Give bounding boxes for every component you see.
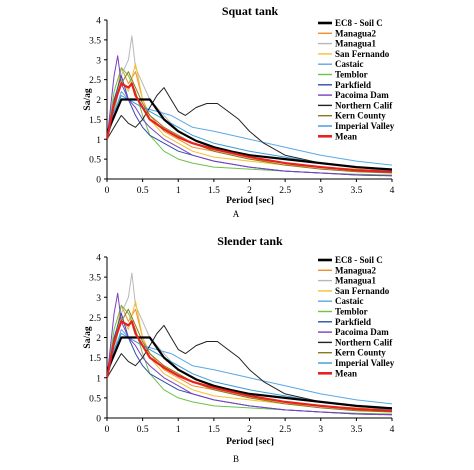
chart-squat-tank: Squat tank 0 0.5 1 1.5 2 2.5 3 3.5 4 0 0.5 1 1.5 2 2.5 3…	[83, 4, 395, 219]
x-tick-label: 0	[105, 186, 110, 196]
legend-label-mean: Mean	[335, 131, 357, 141]
plot-area	[107, 35, 393, 177]
series-line-mean	[107, 320, 393, 412]
legend-label-parkfield: Parkfield	[335, 317, 371, 327]
y-tick-label: 2.5	[89, 76, 101, 86]
y-tick-label: 1.5	[89, 354, 101, 364]
series-line-mean	[107, 82, 393, 173]
series-line-kern-county	[107, 71, 393, 174]
chart-title: Slender tank	[217, 234, 283, 248]
x-tick-label: 1.5	[208, 186, 220, 196]
legend-label-ec8-soil-c: EC8 - Soil C	[335, 18, 383, 28]
legend-label-kern-county: Kern County	[335, 111, 386, 121]
series-line-pacoima-dam	[107, 292, 393, 416]
legend-label-imperial-valley: Imperial Valley	[335, 121, 395, 131]
x-tick-label: 3.5	[350, 425, 362, 435]
x-tick-label: 2.5	[279, 425, 291, 435]
series-line-pacoima-dam	[107, 55, 393, 177]
x-tick-label: 4	[390, 186, 395, 196]
legend-label-imperial-valley: Imperial Valley	[335, 358, 395, 368]
legend-label-managua2: Managua2	[335, 265, 377, 275]
series-line-northern-calif	[107, 324, 393, 409]
y-tick-label: 2	[96, 96, 101, 106]
x-tick-label: 2.5	[279, 186, 291, 196]
legend-label-mean: Mean	[335, 368, 357, 378]
x-tick-label: 3.5	[350, 186, 362, 196]
x-tick-label: 0	[105, 425, 110, 435]
series-line-northern-calif	[107, 87, 393, 170]
legend-label-parkfield: Parkfield	[335, 80, 371, 90]
legend-label-managua1: Managua1	[335, 276, 377, 286]
y-tick-label: 3	[96, 56, 101, 66]
series-line-ec8-soil-c	[107, 336, 393, 410]
x-tick-label: 0.5	[137, 425, 149, 435]
y-tick-label: 4	[96, 254, 101, 264]
y-tick-label: 0.5	[89, 394, 101, 404]
panel-label: B	[233, 454, 239, 464]
y-tick-label: 2.5	[89, 314, 101, 324]
chart-title: Squat tank	[222, 4, 279, 18]
x-tick-label: 1	[176, 186, 181, 196]
legend-label-temblor: Temblor	[335, 70, 368, 80]
legend-label-temblor: Temblor	[335, 307, 368, 317]
series-line-kern-county	[107, 308, 393, 413]
x-tick-label: 3	[318, 186, 323, 196]
y-tick-label: 3.5	[89, 274, 101, 284]
y-axis-label: Sa/ag	[83, 88, 93, 110]
y-tick-label: 3	[96, 294, 101, 304]
legend-label-castaic: Castaic	[335, 59, 364, 69]
legend-label-northern-calif: Northern Calif	[335, 100, 393, 110]
y-tick-label: 3.5	[89, 36, 101, 46]
legend-label-pacoima-dam: Pacoima Dam	[335, 327, 389, 337]
plot-area	[107, 272, 393, 416]
y-tick-label: 4	[96, 17, 101, 27]
y-tick-label: 1	[96, 136, 101, 146]
x-tick-label: 1	[176, 425, 181, 435]
x-tick-label: 0.5	[137, 186, 149, 196]
y-tick-label: 0.5	[89, 156, 101, 166]
y-tick-label: 0	[96, 176, 101, 186]
legend-label-san-fernando: San Fernando	[335, 286, 390, 296]
legend-label-castaic: Castaic	[335, 296, 364, 306]
legend-label-managua2: Managua2	[335, 28, 377, 38]
legend-label-kern-county: Kern County	[335, 348, 386, 358]
y-axis-label: Sa/ag	[83, 326, 93, 348]
legend-label-san-fernando: San Fernando	[335, 49, 390, 59]
y-tick-label: 1	[96, 374, 101, 384]
y-tick-label: 2	[96, 334, 101, 344]
chart-slender-tank: Slender tank 0 0.5 1 1.5 2 2.5 3 3.5 4 0 0.5 1 1.5 2 2.…	[83, 234, 395, 464]
x-axis-label: Period [sec]	[226, 196, 274, 206]
panel-label: A	[233, 209, 240, 219]
x-tick-label: 1.5	[208, 425, 220, 435]
legend-label-managua1: Managua1	[335, 39, 377, 49]
y-tick-label: 0	[96, 415, 101, 425]
x-axis-label: Period [sec]	[226, 437, 274, 447]
legend-label-ec8-soil-c: EC8 - Soil C	[335, 255, 383, 265]
x-tick-label: 2	[247, 425, 252, 435]
x-tick-label: 3	[318, 425, 323, 435]
series-line-castaic	[107, 91, 393, 166]
y-tick-label: 1.5	[89, 116, 101, 126]
legend-label-pacoima-dam: Pacoima Dam	[335, 90, 389, 100]
series-line-ec8-soil-c	[107, 98, 393, 171]
series-line-castaic	[107, 328, 393, 405]
x-tick-label: 4	[390, 425, 395, 435]
x-tick-label: 2	[247, 186, 252, 196]
legend-label-northern-calif: Northern Calif	[335, 337, 393, 347]
